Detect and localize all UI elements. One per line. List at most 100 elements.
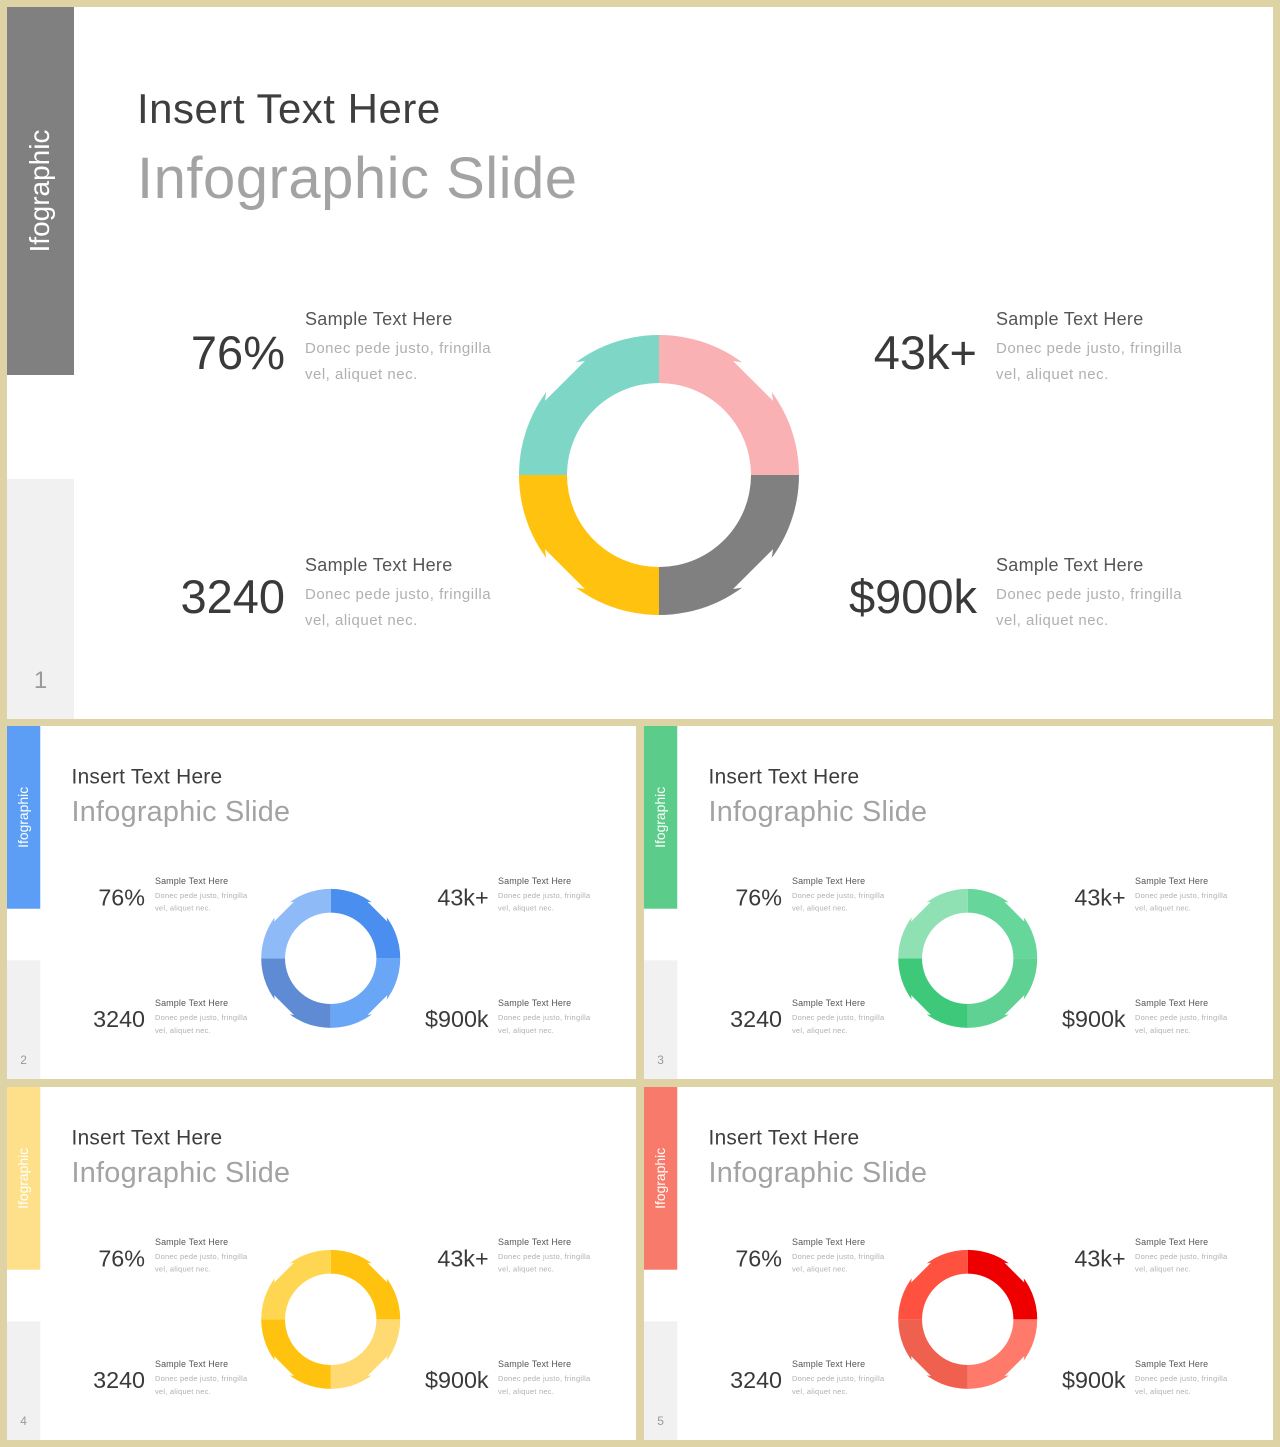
stat-desc-bottom-right: Sample Text Here Donec pede justo, fring…: [498, 998, 597, 1037]
stat-title: Sample Text Here: [996, 555, 1144, 575]
donut-segment-bottom-right: [330, 1319, 401, 1389]
donut-segment-top-right: [967, 1249, 1038, 1320]
stat-title: Sample Text Here: [791, 998, 866, 1009]
slide-3[interactable]: Ifographic 3 Insert Text Here Infographi…: [644, 726, 1273, 1079]
donut-segment-bottom-left: [261, 1319, 331, 1389]
donut-diagram: [261, 1249, 401, 1389]
donut-segment-top-right: [330, 888, 401, 959]
stat-body: Donec pede justo, fringilla vel, aliquet…: [154, 1013, 248, 1035]
donut-notch: [1004, 901, 1025, 922]
stat-value-top-right: 43k+: [437, 884, 489, 911]
stat-value-top-left: 76%: [98, 1245, 146, 1272]
stat-body: Donec pede justo, fringilla vel, aliquet…: [498, 1013, 591, 1035]
stat-value-bottom-right: $900k: [1062, 1366, 1126, 1393]
side-tab: Ifographic: [644, 726, 678, 909]
donut-notch: [367, 901, 388, 922]
side-panel: [644, 960, 678, 1079]
stat-value-top-left: 76%: [190, 326, 285, 379]
slide-2[interactable]: Ifographic 2 Insert Text Here Infographi…: [7, 726, 636, 1079]
stat-desc-bottom-right: Sample Text Here Donec pede justo, fring…: [1135, 998, 1234, 1037]
slide-title: Infographic Slide: [71, 1156, 291, 1189]
side-tab-label: Ifographic: [24, 129, 55, 253]
slide-number: 5: [657, 1414, 664, 1429]
stat-body: Donec pede justo, fringilla vel, aliquet…: [791, 1013, 885, 1035]
stat-desc-top-left: Sample Text Here Donec pede justo, fring…: [305, 309, 505, 388]
stat-value-bottom-left: 3240: [93, 1005, 146, 1032]
donut-segment-bottom-right: [967, 1319, 1038, 1389]
stat-body: Donec pede justo, fringilla vel, aliquet…: [498, 1252, 591, 1274]
stat-desc-bottom-left: Sample Text Here Donec pede justo, fring…: [155, 998, 254, 1037]
stat-desc-bottom-left: Sample Text Here Donec pede justo, fring…: [792, 998, 891, 1037]
donut-notch: [733, 549, 774, 590]
stat-body: Donec pede justo, fringilla vel, aliquet…: [791, 1374, 885, 1396]
stat-title: Sample Text Here: [154, 1236, 229, 1247]
donut-segment-bottom-left: [898, 958, 968, 1028]
donut-segment-bottom-left: [261, 958, 331, 1028]
stat-title: Sample Text Here: [1135, 1236, 1209, 1247]
side-tab: Ifographic: [644, 1087, 678, 1270]
donut-segment-top-right: [967, 888, 1038, 959]
stat-value-bottom-left: 3240: [730, 1366, 783, 1393]
stat-title: Sample Text Here: [498, 1359, 572, 1370]
donut-notch: [544, 360, 585, 401]
side-tab-label: Ifographic: [652, 786, 668, 848]
slide-5[interactable]: Ifographic 5 Insert Text Here Infographi…: [644, 1087, 1273, 1440]
slide-number: 3: [657, 1053, 664, 1068]
side-tab: Ifographic: [7, 1087, 41, 1270]
donut-notch: [274, 901, 294, 922]
slide-subtitle: Insert Text Here: [708, 764, 860, 789]
stat-title: Sample Text Here: [498, 998, 572, 1009]
stat-body: Donec pede justo, fringilla vel, aliquet…: [791, 891, 885, 913]
stat-desc-top-right: Sample Text Here Donec pede justo, fring…: [498, 1237, 597, 1276]
stat-desc-bottom-left: Sample Text Here Donec pede justo, fring…: [155, 1359, 254, 1398]
stat-value-bottom-left: 3240: [180, 570, 285, 623]
donut-segment-bottom-right: [659, 475, 799, 615]
slide-subtitle: Insert Text Here: [71, 764, 223, 789]
donut-notch: [544, 549, 585, 590]
donut-diagram: [898, 1249, 1038, 1389]
stat-desc-top-right: Sample Text Here Donec pede justo, fring…: [1135, 1237, 1234, 1276]
side-panel: [7, 960, 41, 1079]
slide-number: 1: [33, 667, 48, 694]
stat-title: Sample Text Here: [154, 998, 229, 1009]
stat-value-top-left: 76%: [98, 884, 146, 911]
slide-number: 4: [20, 1414, 27, 1429]
stat-body: Donec pede justo, fringilla vel, aliquet…: [154, 1252, 248, 1274]
stat-desc-bottom-right: Sample Text Here Donec pede justo, fring…: [996, 555, 1196, 634]
stat-title: Sample Text Here: [305, 309, 453, 329]
side-panel: [7, 479, 74, 719]
stat-value-bottom-right: $900k: [848, 570, 977, 623]
slide-1[interactable]: Ifographic 1 Insert Text Here Infographi…: [7, 7, 1273, 719]
stat-title: Sample Text Here: [1135, 875, 1209, 886]
side-panel: [644, 1321, 678, 1440]
slide-title: Infographic Slide: [71, 795, 291, 828]
donut-notch: [274, 1262, 294, 1283]
slide-4[interactable]: Ifographic 4 Insert Text Here Infographi…: [7, 1087, 636, 1440]
stat-body: Donec pede justo, fringilla vel, aliquet…: [1135, 1252, 1228, 1274]
stat-desc-bottom-left: Sample Text Here Donec pede justo, fring…: [305, 555, 505, 634]
stat-body: Donec pede justo, fringilla vel, aliquet…: [154, 891, 248, 913]
donut-segment-bottom-left: [898, 1319, 968, 1389]
side-tab-label: Ifographic: [652, 1147, 668, 1209]
donut-diagram: [898, 888, 1038, 1028]
stat-title: Sample Text Here: [791, 875, 866, 886]
stat-body: Donec pede justo, fringilla vel, aliquet…: [498, 891, 591, 913]
stat-desc-bottom-right: Sample Text Here Donec pede justo, fring…: [498, 1359, 597, 1398]
stat-value-top-left: 76%: [735, 884, 783, 911]
side-tab-label: Ifographic: [15, 786, 31, 848]
stat-title: Sample Text Here: [498, 1236, 572, 1247]
stat-body: Donec pede justo, fringilla vel, aliquet…: [305, 586, 492, 629]
stat-body: Donec pede justo, fringilla vel, aliquet…: [791, 1252, 885, 1274]
donut-segment-top-right: [659, 335, 799, 475]
stat-title: Sample Text Here: [498, 875, 572, 886]
donut-segment-top-left: [898, 888, 968, 959]
donut-notch: [1004, 1262, 1025, 1283]
stat-title: Sample Text Here: [1135, 998, 1209, 1009]
stat-value-top-right: 43k+: [1074, 1245, 1126, 1272]
stat-body: Donec pede justo, fringilla vel, aliquet…: [996, 340, 1183, 383]
donut-diagram: [519, 335, 799, 615]
donut-segment-top-left: [261, 888, 331, 959]
donut-notch: [911, 1262, 931, 1283]
stat-desc-top-left: Sample Text Here Donec pede justo, fring…: [792, 1237, 891, 1276]
stat-body: Donec pede justo, fringilla vel, aliquet…: [1135, 1374, 1228, 1396]
